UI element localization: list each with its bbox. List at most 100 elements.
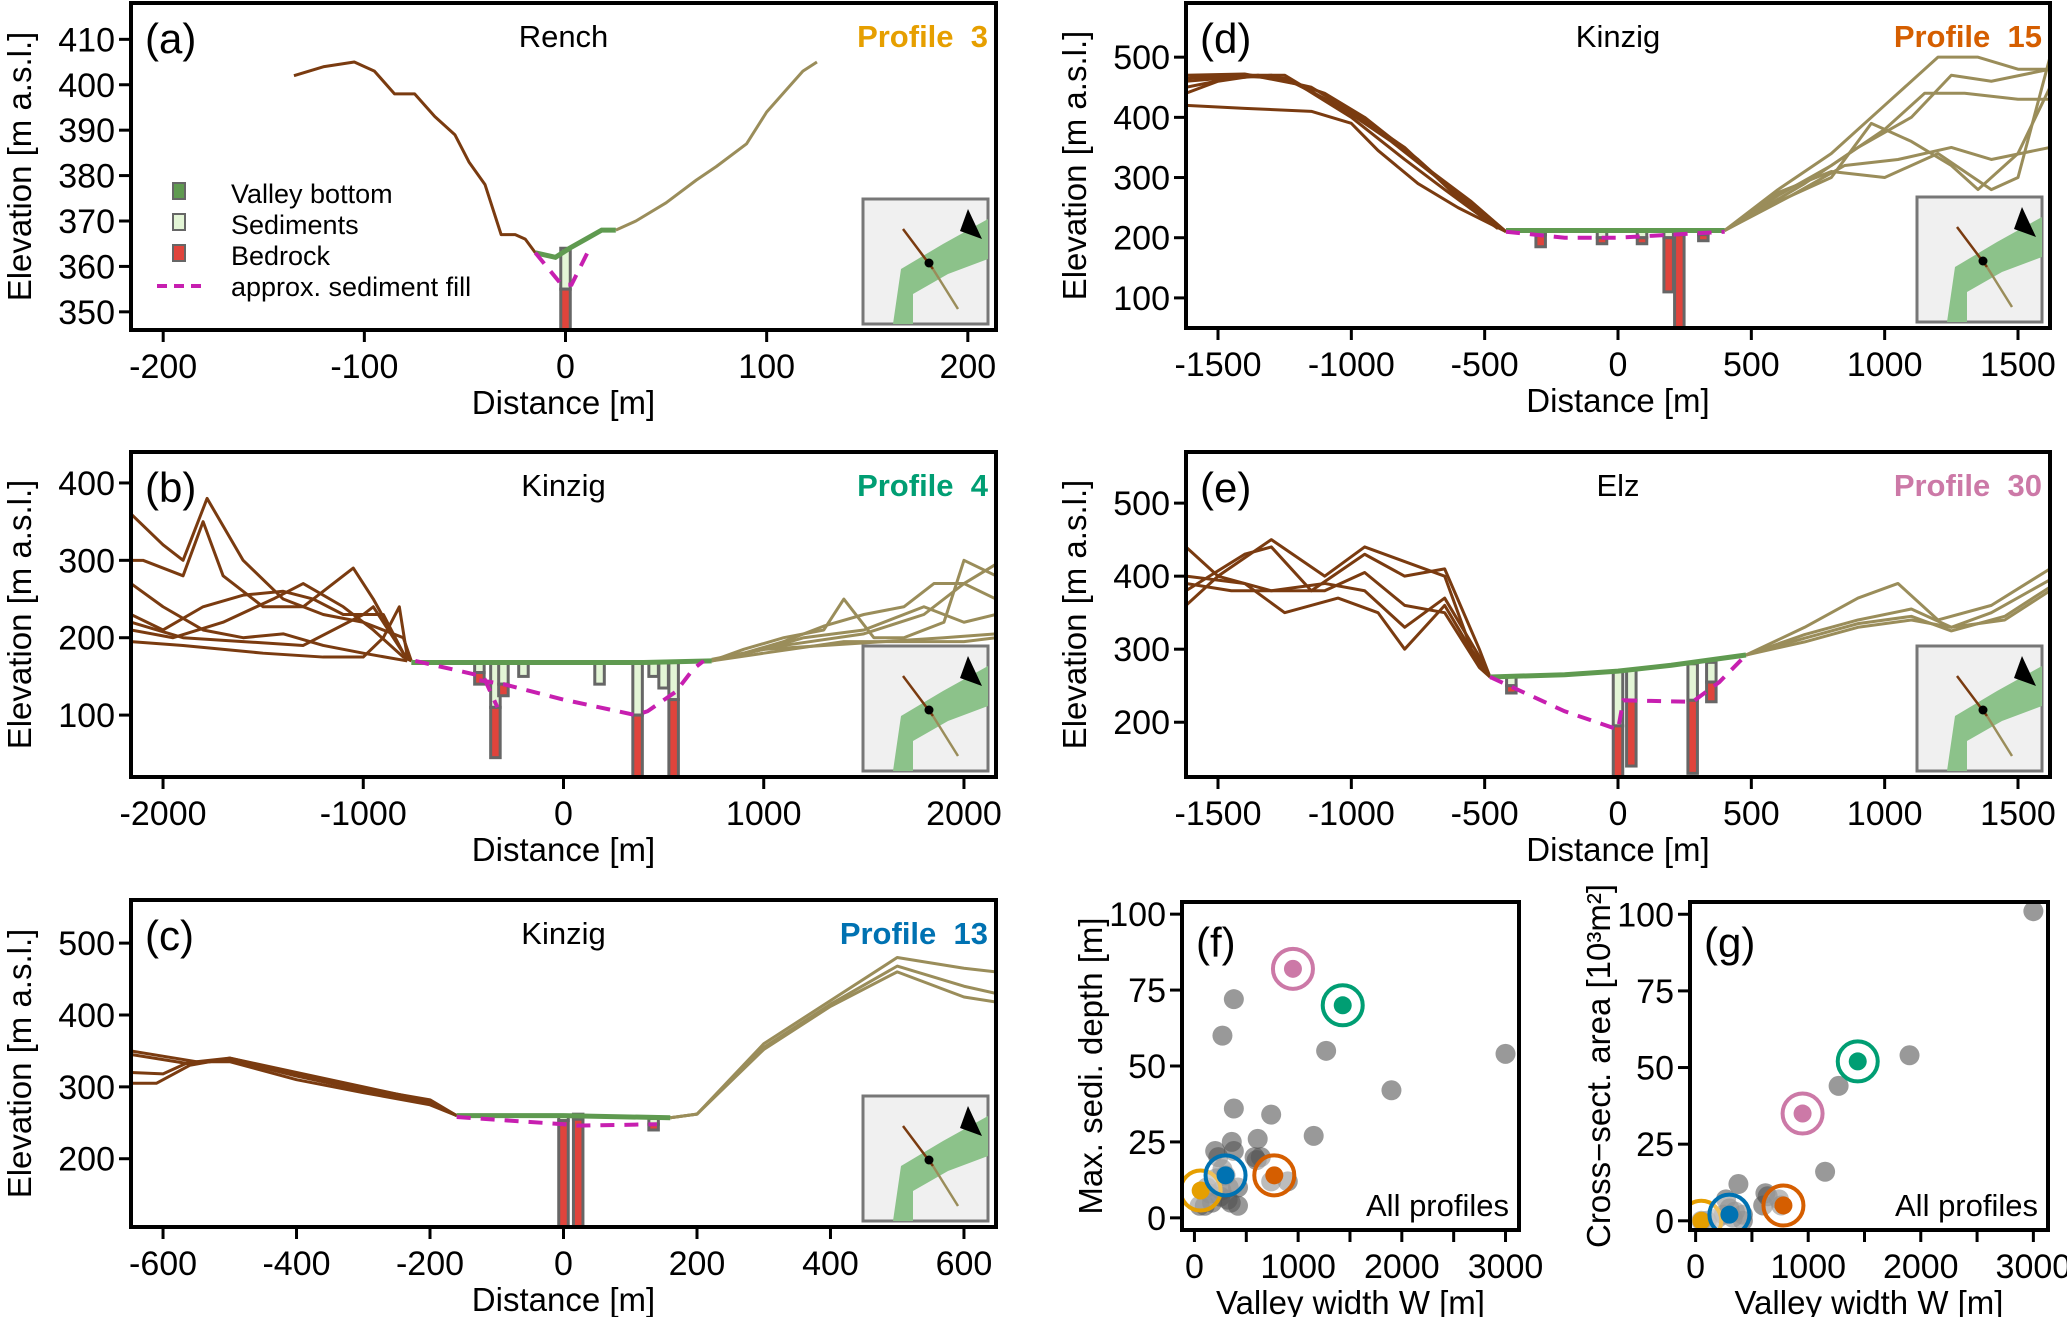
borehole-0 xyxy=(1505,675,1518,695)
highlighted-profile-3 xyxy=(1690,1198,1724,1230)
y-tick-label: 50 xyxy=(1636,1050,1674,1088)
borehole-8 xyxy=(667,660,680,777)
inset-river-area xyxy=(893,219,988,324)
river-name: Kinzig xyxy=(1576,19,1660,54)
y-tick-label: 500 xyxy=(1113,485,1170,523)
panel-e: (e) Elz Profile 30 -1500 -1000 -500 0 500 1000 15… xyxy=(1056,450,2056,868)
legend-label-3: approx. sediment fill xyxy=(231,272,471,302)
y-axis-label: Elevation [m a.s.l.] xyxy=(1,480,38,750)
x-tick-label: 400 xyxy=(802,1245,859,1283)
right-slope-line-2 xyxy=(1745,585,2050,657)
borehole-bedrock-bar xyxy=(1662,236,1675,294)
borehole-5 xyxy=(631,660,644,777)
x-tick-label: -1500 xyxy=(1175,795,1262,833)
y-tick-label: 400 xyxy=(1113,558,1170,596)
x-tick-label: 0 xyxy=(1185,1248,1204,1286)
data-point-1 xyxy=(1899,1045,1920,1066)
x-tick-label: -200 xyxy=(129,348,197,386)
borehole-bedrock-bar xyxy=(1686,698,1699,775)
y-tick-label: 300 xyxy=(1113,631,1170,669)
y-tick-label: 75 xyxy=(1636,973,1674,1011)
y-tick-label: 400 xyxy=(58,997,115,1035)
left-slope-line-5 xyxy=(131,582,408,663)
y-axis-label: Elevation [m a.s.l.] xyxy=(1056,480,1093,750)
x-tick-label: 200 xyxy=(939,348,996,386)
left-slope-line-3 xyxy=(1186,574,1492,678)
data-point-3 xyxy=(1495,1043,1516,1064)
river-name: Elz xyxy=(1596,468,1639,503)
borehole-bedrock-bar xyxy=(1697,233,1710,243)
left-slope-line-0 xyxy=(131,1049,458,1117)
y-tick-label: 100 xyxy=(1617,896,1674,934)
legend-label-1: Sediments xyxy=(231,210,359,240)
profile-label: Profile 30 xyxy=(1894,468,2042,503)
y-tick-label: 100 xyxy=(1109,896,1166,934)
valley-bottom-line xyxy=(456,1113,671,1121)
borehole-bedrock-bar xyxy=(557,1119,570,1227)
right-slope-line-0 xyxy=(615,60,818,232)
y-tick-label: 500 xyxy=(58,925,115,963)
x-axis-label: Distance [m] xyxy=(472,831,655,868)
y-tick-label: 25 xyxy=(1128,1124,1166,1162)
plot-area xyxy=(1690,902,2044,1230)
legend-label-2: Bedrock xyxy=(231,241,331,271)
x-tick-label: 3000 xyxy=(1468,1248,1544,1286)
left-slope-line-3 xyxy=(1186,73,1507,233)
borehole-3 xyxy=(1662,229,1675,294)
inset-profile-right xyxy=(931,268,960,310)
highlighted-profile-3 xyxy=(1182,1168,1223,1213)
y-tick-label: 200 xyxy=(58,1141,115,1179)
y-tick-label: 300 xyxy=(58,1069,115,1107)
left-slope-line-3 xyxy=(131,582,412,663)
river-name: Rench xyxy=(519,19,609,54)
x-tick-label: 0 xyxy=(556,348,575,386)
profile-label: Profile 4 xyxy=(857,468,989,503)
x-tick-label: 2000 xyxy=(926,795,1002,833)
borehole-bedrock-bar xyxy=(473,671,486,686)
borehole-sediment-bar xyxy=(497,660,510,686)
borehole-bedrock-bar xyxy=(631,713,644,777)
borehole-7 xyxy=(657,660,670,690)
inset-profile-right xyxy=(931,715,960,757)
highlighted-profile-13 xyxy=(1707,1192,1752,1230)
y-axis-label: Elevation [m a.s.l.] xyxy=(1,929,38,1199)
borehole-0 xyxy=(559,246,572,330)
right-slope-line-3 xyxy=(1745,589,2050,657)
x-tick-label: 500 xyxy=(1723,795,1780,833)
inset-borehole-marker xyxy=(924,258,934,268)
left-slope-line-0 xyxy=(131,496,413,662)
valley-bottom-line xyxy=(411,658,712,665)
borehole-4 xyxy=(1673,229,1686,328)
borehole-bedrock-bar xyxy=(667,698,680,777)
plot-area xyxy=(131,496,996,777)
left-slope-line-3 xyxy=(131,1056,458,1117)
north-arrow-icon xyxy=(960,209,982,239)
locator-inset-map xyxy=(861,197,990,326)
data-point-7 xyxy=(1303,1125,1324,1146)
y-tick-label: 200 xyxy=(1113,704,1170,742)
x-tick-label: -500 xyxy=(1451,795,1519,833)
y-tick-label: 50 xyxy=(1128,1048,1166,1086)
panel-tag: (d) xyxy=(1200,15,1251,62)
left-slope-line-6 xyxy=(131,605,413,663)
borehole-2 xyxy=(1625,668,1638,768)
borehole-sediment-bar xyxy=(593,660,606,686)
left-slope-line-0 xyxy=(1186,538,1492,678)
x-tick-label: 500 xyxy=(1723,346,1780,384)
x-axis-label: Distance [m] xyxy=(1526,382,1709,419)
inset-borehole-marker xyxy=(924,705,934,715)
locator-inset-map xyxy=(861,644,990,773)
highlighted-profile-15 xyxy=(1252,1153,1297,1198)
x-tick-label: -1000 xyxy=(1308,346,1395,384)
highlight-point xyxy=(1692,1211,1711,1230)
y-tick-label: 300 xyxy=(58,542,115,580)
panel-b: (b) Kinzig Profile 4 -2000 -1000 0 1000 2000 100… xyxy=(1,450,1002,868)
right-slope-line-1 xyxy=(1745,578,2050,657)
data-point-15 xyxy=(1246,1150,1267,1171)
inset-borehole-marker xyxy=(1978,256,1988,266)
x-tick-label: 0 xyxy=(1686,1248,1705,1286)
plot-frame xyxy=(1688,900,2050,1232)
plot-area xyxy=(1186,538,2050,777)
y-tick-label: 400 xyxy=(58,465,115,503)
